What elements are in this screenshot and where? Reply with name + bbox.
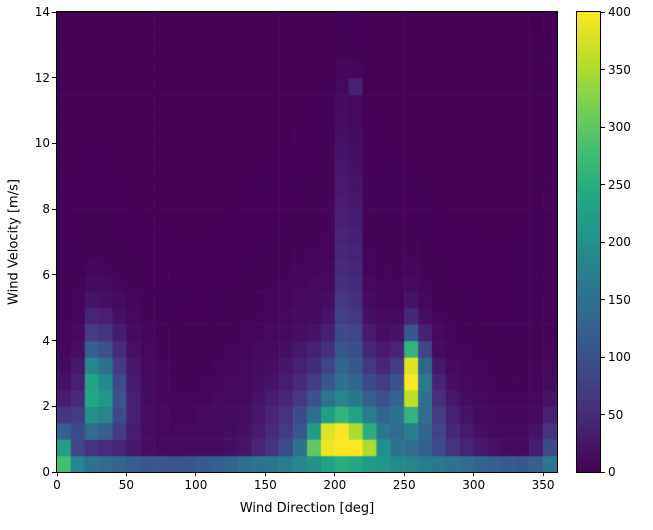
colorbar-tick-mark <box>601 184 605 185</box>
x-tick-mark <box>125 472 127 476</box>
x-tick-mark <box>334 472 336 476</box>
x-tick-label: 150 <box>253 478 277 492</box>
x-tick-label: 0 <box>53 478 61 492</box>
y-tick-mark <box>52 405 56 407</box>
y-tick-label: 12 <box>34 70 50 85</box>
colorbar-tick-label: 50 <box>608 407 624 422</box>
colorbar-tick-mark <box>601 414 605 415</box>
heatmap-canvas <box>56 11 558 473</box>
y-tick-mark <box>52 274 56 276</box>
y-tick-label: 8 <box>42 202 50 217</box>
y-tick-mark <box>52 142 56 144</box>
x-tick-mark <box>542 472 544 476</box>
colorbar-tick-mark <box>601 299 605 300</box>
x-axis-label: Wind Direction [deg] <box>239 501 375 516</box>
colorbar-tick-label: 100 <box>608 350 631 364</box>
y-tick-label: 10 <box>34 136 50 151</box>
colorbar-tick-label: 400 <box>608 5 631 19</box>
colorbar-canvas <box>576 11 601 473</box>
colorbar-tick-mark <box>601 69 605 70</box>
x-tick-label: 200 <box>323 478 347 492</box>
x-tick-mark <box>403 472 405 476</box>
x-tick-mark <box>264 472 266 476</box>
y-tick-mark <box>52 340 56 342</box>
x-tick-mark <box>56 472 58 476</box>
y-tick-label: 2 <box>42 399 50 414</box>
x-tick-label: 100 <box>184 478 208 492</box>
colorbar-tick-mark <box>601 126 605 128</box>
y-tick-label: 14 <box>34 5 50 19</box>
colorbar-tick-label: 250 <box>608 177 631 192</box>
x-tick-label: 350 <box>531 478 555 492</box>
y-tick-label: 0 <box>42 465 50 479</box>
colorbar-tick-label: 200 <box>608 235 631 249</box>
y-tick-label: 4 <box>42 333 50 348</box>
colorbar-tick-label: 0 <box>608 465 616 479</box>
y-tick-mark <box>52 77 56 79</box>
colorbar-tick-mark <box>601 241 605 243</box>
y-tick-mark <box>52 11 56 13</box>
x-tick-label: 250 <box>392 478 416 492</box>
y-tick-mark <box>52 208 56 210</box>
y-tick-label: 6 <box>42 267 50 282</box>
colorbar-tick-mark <box>601 11 605 13</box>
x-tick-mark <box>195 472 197 476</box>
x-tick-label: 300 <box>462 478 486 492</box>
y-tick-mark <box>52 471 56 473</box>
colorbar-tick-mark <box>601 471 605 473</box>
x-tick-label: 50 <box>118 478 135 492</box>
y-axis-label: Wind Velocity [m/s] <box>6 179 22 305</box>
x-tick-mark <box>473 472 475 476</box>
colorbar-tick-mark <box>601 356 605 358</box>
colorbar-tick-label: 300 <box>608 120 631 134</box>
colorbar-tick-label: 350 <box>608 62 631 77</box>
colorbar-tick-label: 150 <box>608 292 631 307</box>
